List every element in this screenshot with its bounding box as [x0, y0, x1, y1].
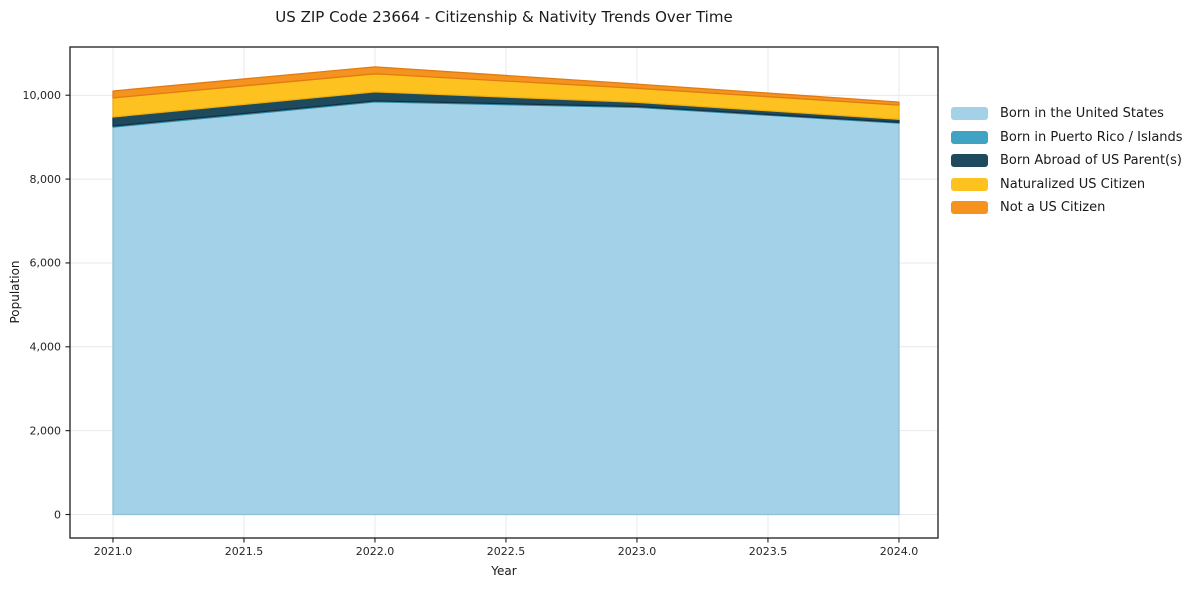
legend-item-3: Naturalized US Citizen — [951, 173, 1183, 197]
y-tick-label: 10,000 — [23, 89, 62, 102]
area-layer-0 — [112, 101, 900, 516]
legend-item-2: Born Abroad of US Parent(s) — [951, 149, 1183, 173]
x-tick-label: 2021.5 — [225, 545, 264, 558]
legend-item-4: Not a US Citizen — [951, 196, 1183, 220]
x-tick-label: 2022.5 — [487, 545, 526, 558]
plot-frame — [69, 46, 939, 539]
legend-item-0: Born in the United States — [951, 102, 1183, 126]
chart-title: US ZIP Code 23664 - Citizenship & Nativi… — [275, 8, 733, 26]
stacked-areas — [112, 66, 900, 516]
y-tick-label: 0 — [54, 508, 61, 521]
legend-swatch — [951, 154, 988, 168]
legend-swatch — [951, 130, 988, 144]
y-tick-label: 4,000 — [30, 341, 62, 354]
legend-label: Naturalized US Citizen — [1000, 176, 1146, 192]
x-axis-label: Year — [491, 564, 517, 578]
legend-item-1: Born in Puerto Rico / Islands — [951, 126, 1183, 150]
legend-label: Born Abroad of US Parent(s) — [1000, 153, 1182, 169]
x-tick-label: 2024.0 — [880, 545, 919, 558]
legend-label: Not a US Citizen — [1000, 200, 1106, 216]
legend: Born in the United States Born in Puerto … — [951, 102, 1183, 220]
legend-swatch — [951, 107, 988, 121]
x-tick-label: 2021.0 — [94, 545, 133, 558]
y-tick-label: 8,000 — [30, 173, 62, 186]
y-tick-label: 2,000 — [30, 424, 62, 437]
legend-label: Born in the United States — [1000, 106, 1164, 122]
area-layer-4 — [112, 66, 900, 106]
x-tick-label: 2023.0 — [618, 545, 657, 558]
legend-label: Born in Puerto Rico / Islands — [1000, 129, 1183, 145]
y-tick-label: 6,000 — [30, 257, 62, 270]
x-tick-label: 2022.0 — [356, 545, 395, 558]
tick-marks — [65, 94, 900, 543]
x-tick-label: 2023.5 — [749, 545, 788, 558]
legend-swatch — [951, 177, 988, 191]
tick-labels: 2021.0 2021.5 2022.0 2022.5 2023.0 2023.5 2024… — [23, 89, 919, 558]
legend-swatch — [951, 201, 988, 215]
y-axis-label: Population — [8, 260, 22, 324]
